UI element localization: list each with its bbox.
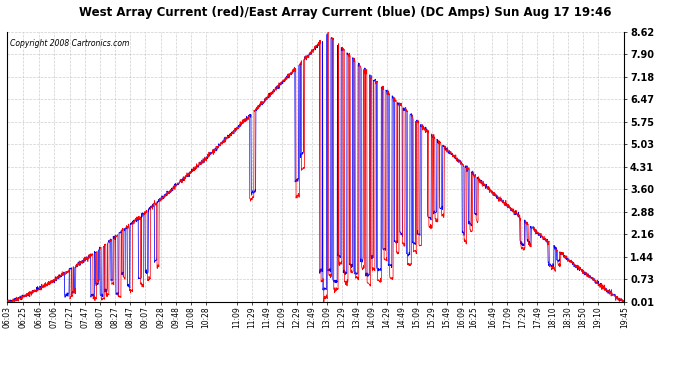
Text: Copyright 2008 Cartronics.com: Copyright 2008 Cartronics.com [10,39,129,48]
Text: West Array Current (red)/East Array Current (blue) (DC Amps) Sun Aug 17 19:46: West Array Current (red)/East Array Curr… [79,6,611,19]
